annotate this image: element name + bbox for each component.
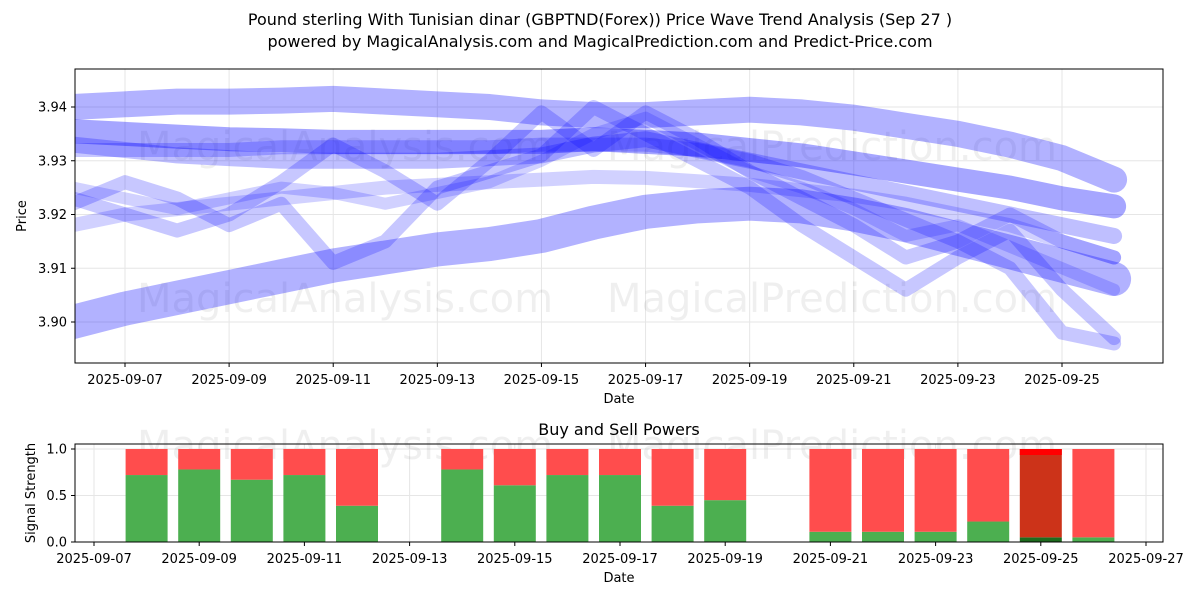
sell-bar-highlight-cap: [1019, 449, 1062, 455]
signal-x-tick-label: 2025-09-17: [582, 552, 658, 567]
price-y-tick-label: 3.94: [38, 101, 67, 116]
buy-sell-title: Buy and Sell Powers: [538, 420, 700, 439]
price-watermarks: MagicalAnalysis.com MagicalPrediction.co…: [137, 124, 1057, 322]
signal-bars: [125, 449, 1115, 542]
price-wave-wave-upper-inner: [75, 131, 1123, 244]
signal-x-tick-label: 2025-09-27: [1108, 552, 1184, 567]
signal-y-tick-label: 1.0: [46, 443, 67, 458]
signal-x-tick-label: 2025-09-07: [56, 552, 132, 567]
price-x-tick-label: 2025-09-09: [191, 373, 267, 388]
buy-bar: [336, 505, 378, 542]
buy-bar: [967, 521, 1010, 542]
watermark-analysis-mid: MagicalAnalysis.com: [137, 276, 553, 322]
signal-x-tick-label: 2025-09-25: [1003, 552, 1079, 567]
price-x-tick-label: 2025-09-13: [400, 373, 476, 388]
price-wave-wave-upper-main: [75, 119, 1127, 219]
signal-x-axis-label: Date: [603, 571, 634, 586]
watermark-prediction-top: MagicalPrediction.com: [607, 124, 1057, 170]
price-wave-series: [75, 85, 1132, 351]
sell-bar: [1072, 449, 1115, 538]
buy-bar: [178, 469, 221, 542]
sell-bar: [1019, 449, 1062, 538]
sell-bar: [862, 449, 904, 532]
signal-y-tick-label: 0.0: [46, 536, 67, 551]
price-x-tick-label: 2025-09-15: [504, 373, 580, 388]
price-wave-wave-lower-main: [75, 186, 1132, 339]
price-y-axis-label: Price: [15, 200, 30, 232]
sell-bar: [441, 449, 484, 470]
price-wave-wave-zigzag-3: [75, 111, 1121, 296]
buy-bar: [1072, 537, 1115, 542]
price-wave-wave-zigzag-2: [75, 100, 1122, 346]
sell-bar: [967, 449, 1010, 522]
price-y-tick-label: 3.90: [38, 316, 67, 331]
price-x-tick-label: 2025-09-17: [608, 373, 684, 388]
signal-x-tick-label: 2025-09-23: [898, 552, 974, 567]
sell-bar: [125, 449, 168, 476]
chart-title-line1: Pound sterling With Tunisian dinar (GBPT…: [248, 10, 952, 29]
buy-bar: [230, 479, 273, 542]
signal-x-tick-label: 2025-09-15: [477, 552, 553, 567]
buy-bar: [809, 531, 852, 542]
sell-bar: [178, 449, 221, 470]
buy-bar: [599, 475, 641, 542]
signal-plot-frame: [74, 443, 1164, 543]
chart-title-line2: powered by MagicalAnalysis.com and Magic…: [267, 32, 932, 51]
buy-bar: [651, 505, 694, 542]
sell-bar: [704, 449, 747, 501]
price-x-tick-label: 2025-09-23: [920, 373, 996, 388]
price-x-ticks: 2025-09-07 2025-09-09 2025-09-11 2025-09-13…: [87, 363, 1100, 388]
buy-bar: [1019, 537, 1062, 542]
buy-bar: [125, 475, 168, 542]
price-plot-frame: [74, 68, 1164, 364]
price-x-axis-label: Date: [603, 392, 634, 407]
buy-bar: [546, 475, 589, 542]
price-x-tick-label: 2025-09-11: [295, 373, 371, 388]
buy-bar: [914, 531, 957, 542]
buy-bar: [283, 475, 326, 542]
price-y-tick-label: 3.93: [38, 154, 67, 169]
buy-bar: [862, 531, 904, 542]
price-wave-chart: MagicalAnalysis.com MagicalPrediction.co…: [15, 68, 1164, 407]
signal-x-tick-label: 2025-09-09: [161, 552, 237, 567]
sell-bar: [493, 449, 536, 486]
sell-bar: [283, 449, 326, 476]
price-x-tick-label: 2025-09-21: [816, 373, 892, 388]
sell-bar: [651, 449, 694, 506]
sell-bar: [546, 449, 589, 476]
sell-bar: [809, 449, 852, 532]
sell-bar: [336, 449, 378, 506]
sell-bar: [914, 449, 957, 532]
price-wave-wave-drop: [75, 137, 1122, 351]
price-y-ticks: 3.90 3.91 3.92 3.93 3.94: [38, 101, 75, 331]
price-wave-wave-mid-band: [75, 169, 1122, 265]
buy-sell-chart: Buy and Sell Powers MagicalAnalysis.com …: [24, 420, 1184, 586]
price-grid: [75, 69, 1163, 363]
signal-x-tick-label: 2025-09-19: [687, 552, 763, 567]
signal-y-ticks: 0.0 0.5 1.0: [46, 443, 75, 551]
buy-bar: [704, 500, 747, 542]
price-y-tick-label: 3.92: [38, 208, 67, 223]
signal-x-ticks: 2025-09-07 2025-09-09 2025-09-11 2025-09-13…: [56, 542, 1184, 567]
buy-bar: [441, 469, 484, 542]
watermark-analysis-top: MagicalAnalysis.com: [137, 124, 553, 170]
sell-bar: [599, 449, 641, 476]
watermark-prediction-mid: MagicalPrediction.com: [607, 276, 1057, 322]
price-wave-wave-zigzag-1: [75, 105, 1122, 265]
signal-y-axis-label: Signal Strength: [24, 443, 39, 543]
price-wave-wave-top-band: [75, 85, 1128, 193]
signal-y-tick-label: 0.5: [46, 489, 67, 504]
price-x-tick-label: 2025-09-19: [712, 373, 788, 388]
price-x-tick-label: 2025-09-25: [1024, 373, 1100, 388]
signal-x-tick-label: 2025-09-21: [793, 552, 869, 567]
price-x-tick-label: 2025-09-07: [87, 373, 163, 388]
signal-x-tick-label: 2025-09-13: [372, 552, 448, 567]
sell-bar: [230, 449, 273, 480]
signal-x-tick-label: 2025-09-11: [267, 552, 343, 567]
price-y-tick-label: 3.91: [38, 262, 67, 277]
price-series-group: [75, 85, 1132, 351]
buy-bar: [493, 485, 536, 542]
